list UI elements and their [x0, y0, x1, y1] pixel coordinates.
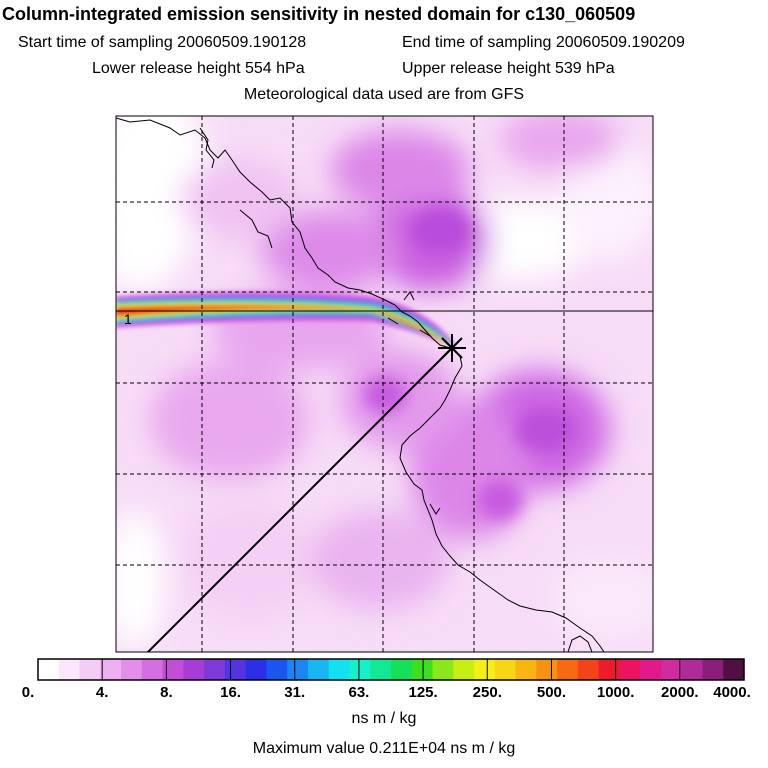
legend-swatch [307, 659, 330, 680]
legend-swatch [162, 659, 184, 680]
legend-swatch [183, 659, 205, 680]
maximum-value-label: Maximum value 0.211E+04 ns m / kg [252, 740, 516, 757]
legend-tick-label: 8. [160, 684, 173, 701]
legend-swatch [598, 659, 620, 680]
legend-swatch [577, 659, 600, 680]
legend-swatch [702, 659, 724, 680]
end-time-label: End time of sampling 20060509.190209 [402, 34, 685, 51]
legend-swatch [224, 659, 247, 680]
release-point-star [438, 334, 466, 362]
legend-tick-label: 31. [284, 684, 306, 701]
legend-swatch [245, 659, 267, 680]
coastline [116, 117, 605, 652]
legend-swatch [370, 659, 392, 680]
lat-lon-grid [116, 116, 653, 652]
legend-swatch [723, 659, 745, 680]
lower-release-label: Lower release height 554 hPa [92, 60, 305, 77]
map-frame [115, 115, 654, 653]
legend-swatch [121, 659, 143, 680]
legend-tick-label: 500. [536, 684, 567, 701]
legend-swatch [79, 659, 101, 680]
legend-swatch [515, 659, 537, 680]
legend-swatch [58, 659, 81, 680]
legend-swatch [100, 659, 122, 680]
legend-swatch [349, 659, 371, 680]
legend-tick-label: 125. [408, 684, 438, 701]
legend-swatch [494, 659, 517, 680]
legend-tick-label: 2000. [661, 684, 699, 701]
legend-tick-label: 0. [21, 684, 35, 701]
legend-swatch [557, 659, 579, 680]
legend-swatch [474, 659, 496, 680]
page-title: Column-integrated emission sensitivity i… [2, 4, 636, 24]
legend-tick-label: 1000. [596, 684, 635, 701]
legend-swatch [619, 659, 641, 680]
legend-swatch [660, 659, 683, 680]
upper-release-label: Upper release height 539 hPa [402, 60, 615, 77]
legend-swatch [204, 659, 226, 680]
legend-swatch [38, 659, 60, 680]
flight-track-line [147, 347, 453, 652]
legend-swatch [287, 659, 309, 680]
legend-tick-label: 16. [220, 684, 241, 701]
met-data-label: Meteorological data used are from GFS [243, 86, 525, 103]
color-legend-frame [37, 658, 745, 681]
trajectory-label: 1 [124, 311, 132, 327]
legend-swatch [141, 659, 164, 680]
legend-swatch [391, 659, 413, 680]
legend-units: ns m / kg [351, 710, 417, 727]
start-time-label: Start time of sampling 20060509.190128 [18, 34, 307, 51]
legend-swatch [328, 659, 350, 680]
color-legend-bar [37, 659, 745, 680]
legend-swatch [681, 659, 703, 680]
legend-tick-label: 4000. [713, 684, 751, 701]
legend-tick-label: 4. [95, 684, 109, 701]
legend-tick-label: 63. [348, 684, 370, 701]
legend-swatch [411, 659, 434, 680]
legend-swatch [640, 659, 662, 680]
legend-tick-label: 250. [472, 684, 502, 701]
legend-swatch [453, 659, 475, 680]
field-layer [116, 116, 653, 652]
field-patches [116, 116, 653, 650]
legend-swatch [266, 659, 288, 680]
legend-swatch [432, 659, 454, 680]
legend-swatch [536, 659, 558, 680]
